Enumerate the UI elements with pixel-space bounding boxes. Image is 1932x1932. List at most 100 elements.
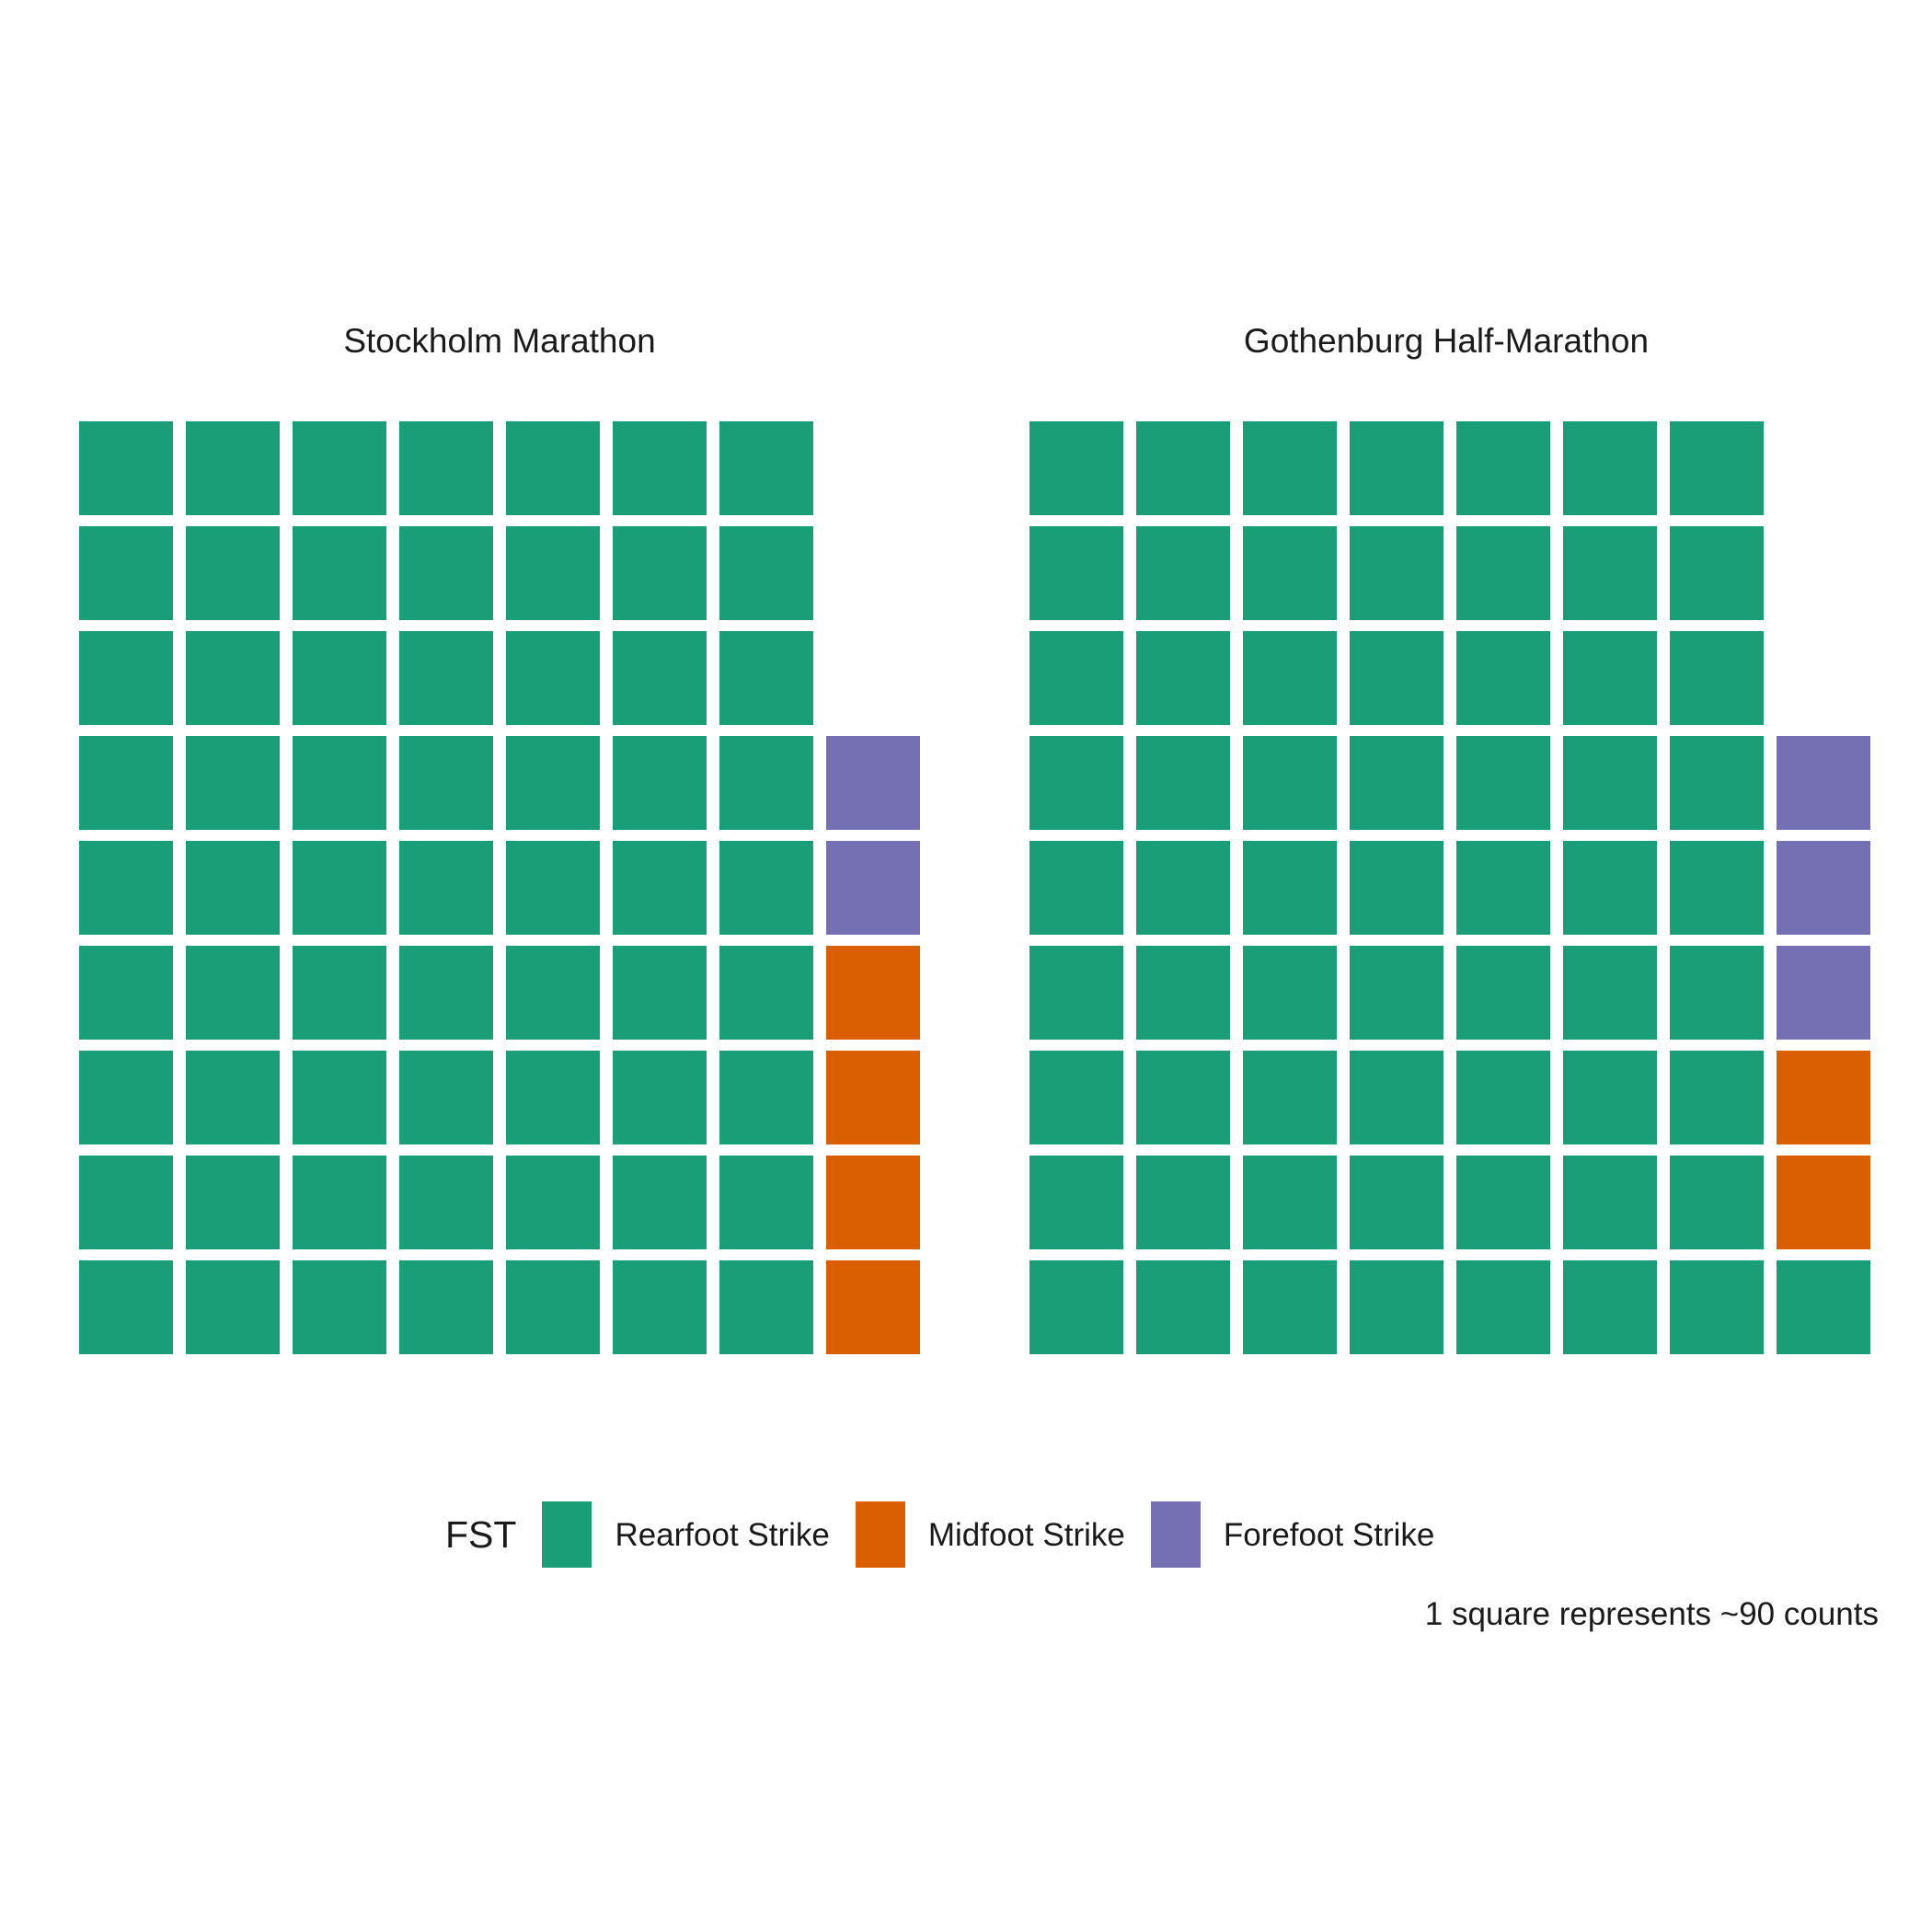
waffle-cell-rearfoot bbox=[1670, 946, 1764, 1040]
waffle-cell-rearfoot bbox=[1350, 1260, 1443, 1354]
waffle-cell-forefoot bbox=[1777, 841, 1870, 935]
waffle-cell-rearfoot bbox=[506, 421, 600, 515]
waffle-cell-rearfoot bbox=[506, 631, 600, 725]
waffle-cell-rearfoot bbox=[399, 1260, 493, 1354]
waffle-cell-rearfoot bbox=[719, 1260, 813, 1354]
waffle-cell-rearfoot bbox=[1563, 1260, 1657, 1354]
waffle-cell-rearfoot bbox=[293, 1051, 386, 1144]
legend-swatch-rearfoot-icon bbox=[542, 1501, 592, 1568]
waffle-cell-rearfoot bbox=[293, 1156, 386, 1249]
waffle-cell-rearfoot bbox=[719, 1051, 813, 1144]
waffle-cell-rearfoot bbox=[1456, 1260, 1550, 1354]
waffle-cell-rearfoot bbox=[1670, 526, 1764, 620]
waffle-cell-rearfoot bbox=[1456, 421, 1550, 515]
waffle-cell-rearfoot bbox=[1350, 736, 1443, 830]
waffle-cell-rearfoot bbox=[506, 1051, 600, 1144]
waffle-cell-rearfoot bbox=[293, 1260, 386, 1354]
waffle-cell-rearfoot bbox=[399, 946, 493, 1040]
waffle-cell-rearfoot bbox=[613, 1156, 707, 1249]
waffle-cell-midfoot bbox=[826, 1260, 920, 1354]
waffle-cell-rearfoot bbox=[1456, 946, 1550, 1040]
legend-label-rearfoot: Rearfoot Strike bbox=[615, 1516, 830, 1553]
waffle-cell-rearfoot bbox=[186, 631, 280, 725]
waffle-cell-rearfoot bbox=[613, 946, 707, 1040]
waffle-cell-rearfoot bbox=[1029, 841, 1123, 935]
legend-item-forefoot[interactable]: Forefoot Strike bbox=[1150, 1501, 1435, 1568]
waffle-cell-rearfoot bbox=[1029, 1260, 1123, 1354]
panel-title-gothenburg: Gothenburg Half-Marathon bbox=[1243, 322, 1650, 360]
legend-item-midfoot[interactable]: Midfoot Strike bbox=[855, 1501, 1125, 1568]
waffle-cell-rearfoot bbox=[1563, 841, 1657, 935]
waffle-cell-rearfoot bbox=[79, 841, 173, 935]
waffle-cell-rearfoot bbox=[1243, 526, 1337, 620]
waffle-cell-rearfoot bbox=[1563, 736, 1657, 830]
waffle-cell-rearfoot bbox=[719, 841, 813, 935]
waffle-cell-forefoot bbox=[1777, 736, 1870, 830]
waffle-cell-rearfoot bbox=[79, 1051, 173, 1144]
waffle-cell-rearfoot bbox=[1350, 946, 1443, 1040]
waffle-cell-rearfoot bbox=[186, 841, 280, 935]
waffle-cell-rearfoot bbox=[399, 1156, 493, 1249]
waffle-cell-rearfoot bbox=[1670, 421, 1764, 515]
waffle-cell-rearfoot bbox=[293, 736, 386, 830]
panel-title-stockholm: Stockholm Marathon bbox=[343, 322, 656, 360]
waffle-cell-empty bbox=[826, 631, 920, 725]
waffle-cell-rearfoot bbox=[506, 841, 600, 935]
waffle-grid-stockholm bbox=[79, 421, 920, 1354]
waffle-cell-rearfoot bbox=[1029, 736, 1123, 830]
waffle-cell-rearfoot bbox=[613, 421, 707, 515]
waffle-cell-rearfoot bbox=[506, 736, 600, 830]
waffle-cell-rearfoot bbox=[719, 1156, 813, 1249]
waffle-cell-rearfoot bbox=[186, 1156, 280, 1249]
waffle-cell-rearfoot bbox=[399, 841, 493, 935]
waffle-cell-rearfoot bbox=[613, 841, 707, 935]
waffle-cell-rearfoot bbox=[719, 736, 813, 830]
waffle-cell-rearfoot bbox=[1563, 631, 1657, 725]
waffle-cell-rearfoot bbox=[1670, 1051, 1764, 1144]
waffle-cell-rearfoot bbox=[1456, 1156, 1550, 1249]
waffle-cell-rearfoot bbox=[1243, 1156, 1337, 1249]
waffle-cell-rearfoot bbox=[1670, 841, 1764, 935]
waffle-cell-rearfoot bbox=[1136, 421, 1230, 515]
waffle-cell-rearfoot bbox=[506, 946, 600, 1040]
waffle-cell-rearfoot bbox=[1563, 421, 1657, 515]
waffle-cell-rearfoot bbox=[293, 631, 386, 725]
waffle-cell-rearfoot bbox=[1350, 526, 1443, 620]
waffle-cell-empty bbox=[1777, 421, 1870, 515]
legend-swatch-forefoot-icon bbox=[1150, 1501, 1201, 1568]
waffle-cell-rearfoot bbox=[613, 1260, 707, 1354]
waffle-cell-rearfoot bbox=[1456, 736, 1550, 830]
unit-caption: 1 square represents ~90 counts bbox=[1424, 1596, 1879, 1632]
waffle-cell-rearfoot bbox=[399, 1051, 493, 1144]
waffle-cell-empty bbox=[1777, 526, 1870, 620]
waffle-cell-rearfoot bbox=[613, 631, 707, 725]
waffle-cell-rearfoot bbox=[506, 1260, 600, 1354]
waffle-cell-rearfoot bbox=[1136, 526, 1230, 620]
waffle-cell-rearfoot bbox=[79, 1260, 173, 1354]
waffle-cell-rearfoot bbox=[293, 526, 386, 620]
waffle-cell-rearfoot bbox=[79, 421, 173, 515]
waffle-cell-rearfoot bbox=[1136, 1156, 1230, 1249]
waffle-cell-rearfoot bbox=[399, 421, 493, 515]
legend-item-rearfoot[interactable]: Rearfoot Strike bbox=[542, 1501, 830, 1568]
waffle-cell-rearfoot bbox=[399, 526, 493, 620]
waffle-cell-rearfoot bbox=[1136, 631, 1230, 725]
waffle-cell-rearfoot bbox=[399, 736, 493, 830]
waffle-cell-rearfoot bbox=[293, 421, 386, 515]
waffle-cell-rearfoot bbox=[1029, 631, 1123, 725]
waffle-cell-rearfoot bbox=[1563, 1051, 1657, 1144]
waffle-cell-rearfoot bbox=[1563, 946, 1657, 1040]
waffle-cell-rearfoot bbox=[1350, 1156, 1443, 1249]
waffle-cell-rearfoot bbox=[506, 1156, 600, 1249]
waffle-cell-rearfoot bbox=[1456, 526, 1550, 620]
waffle-cell-rearfoot bbox=[719, 631, 813, 725]
legend-label-forefoot: Forefoot Strike bbox=[1223, 1516, 1435, 1553]
waffle-cell-rearfoot bbox=[1243, 736, 1337, 830]
waffle-cell-rearfoot bbox=[79, 946, 173, 1040]
waffle-cell-rearfoot bbox=[1136, 736, 1230, 830]
waffle-cell-rearfoot bbox=[1777, 1260, 1870, 1354]
waffle-cell-midfoot bbox=[826, 1156, 920, 1249]
waffle-cell-rearfoot bbox=[1350, 1051, 1443, 1144]
waffle-cell-rearfoot bbox=[293, 946, 386, 1040]
waffle-cell-rearfoot bbox=[1243, 1051, 1337, 1144]
